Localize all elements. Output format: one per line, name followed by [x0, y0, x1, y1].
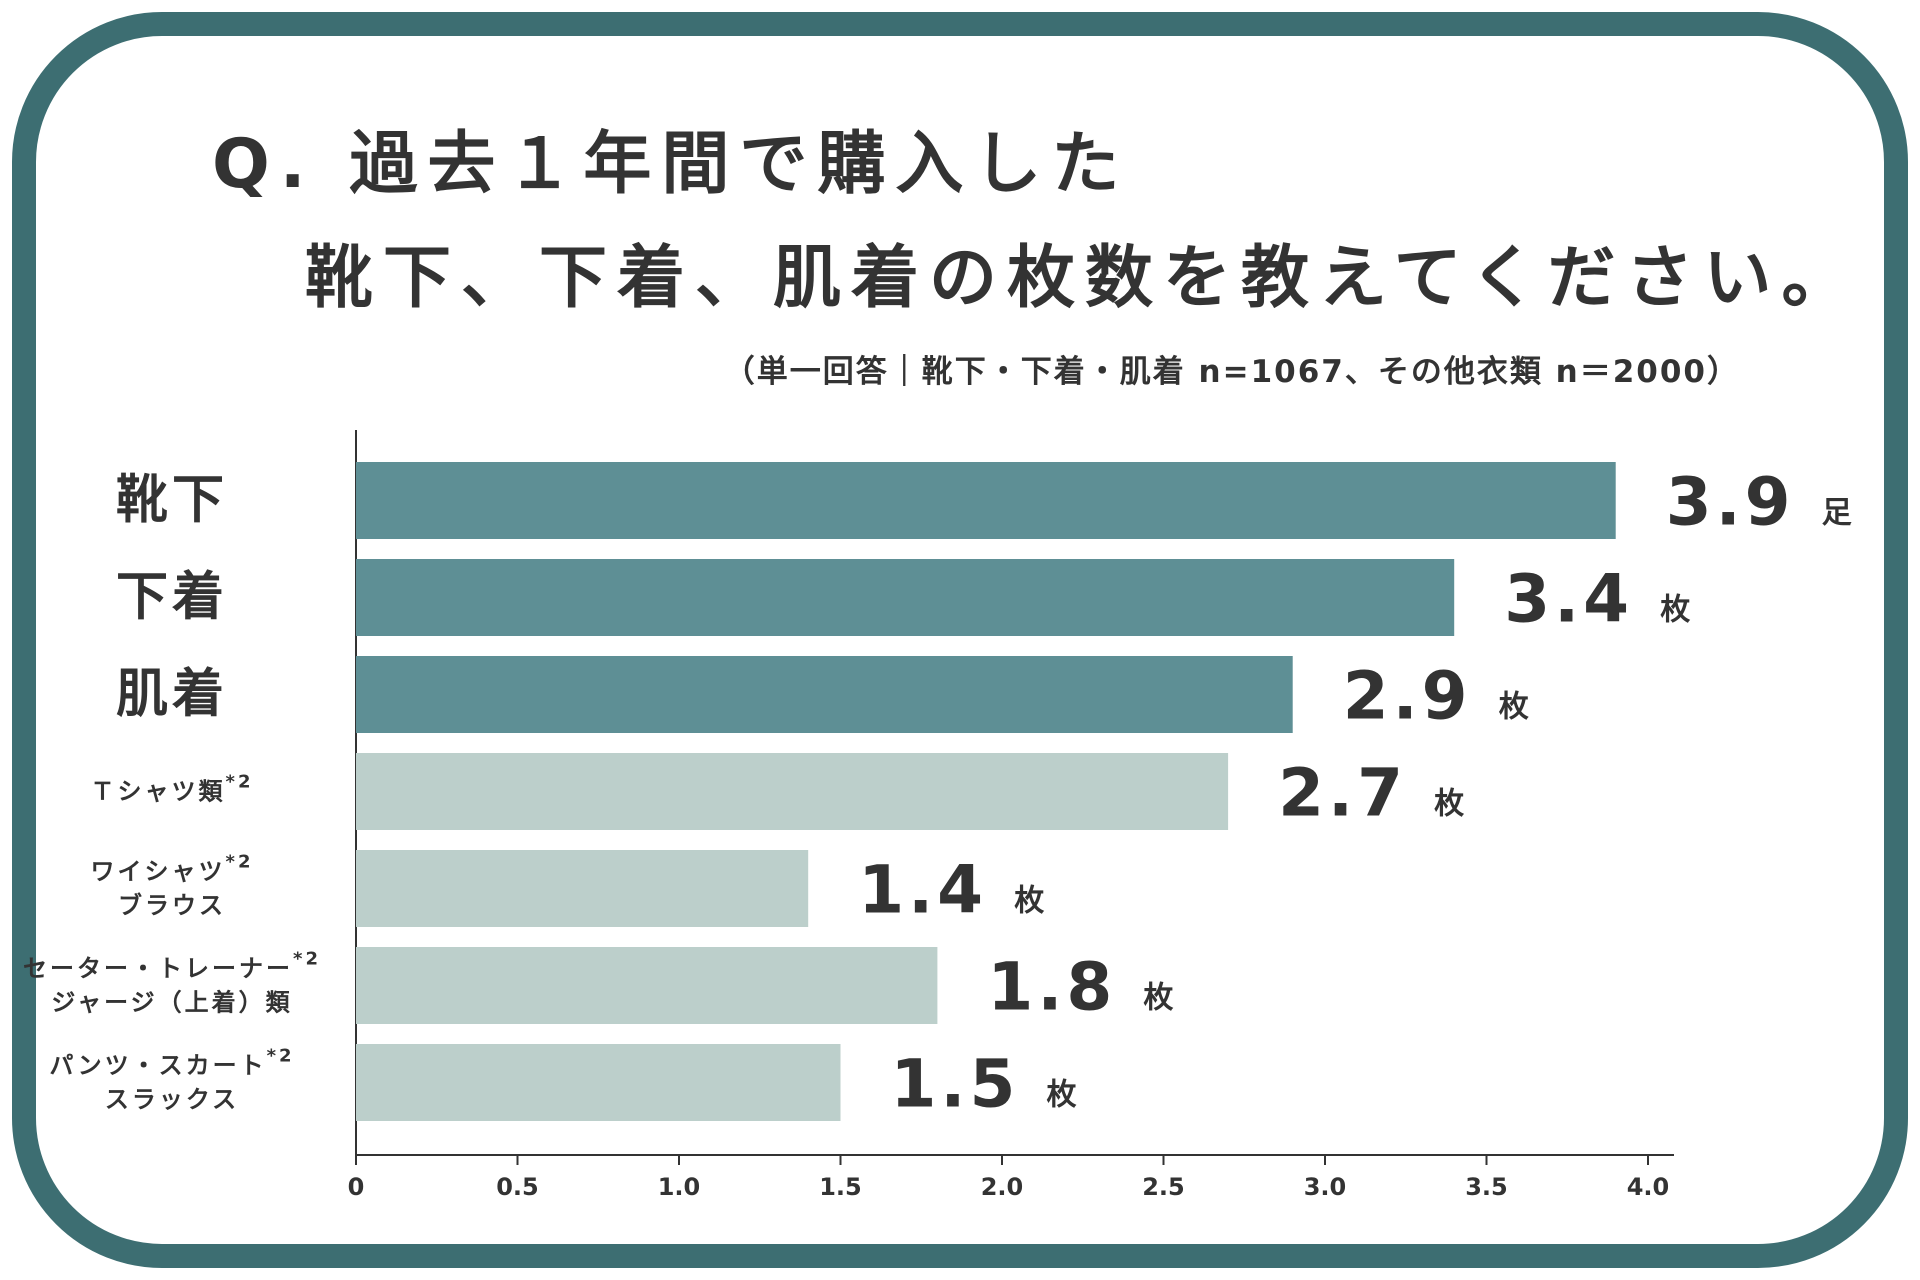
value-label: 2.7 — [1278, 755, 1407, 832]
bar — [356, 947, 938, 1024]
value-label: 2.9 — [1343, 658, 1472, 735]
question-title-line-1: Q. 過去１年間で購入した — [212, 125, 1130, 204]
sample-note: （単一回答｜靴下・下着・肌着 n=1067、その他衣類 n＝2000） — [723, 354, 1740, 390]
x-tick-label: 3.0 — [1304, 1173, 1347, 1201]
category-label: ジャージ（上着）類 — [51, 989, 292, 1017]
category-note: *2 — [267, 1045, 295, 1066]
category-label: ワイシャツ*2 — [91, 851, 254, 886]
value-label: 1.5 — [891, 1046, 1020, 1123]
category-label: 下着 — [116, 568, 228, 628]
category-note: *2 — [293, 948, 321, 969]
value-unit: 枚 — [1047, 1078, 1077, 1113]
bar — [356, 462, 1616, 539]
x-tick-label: 2.0 — [981, 1173, 1024, 1201]
value-label: 1.8 — [987, 949, 1116, 1026]
x-tick-label: 4.0 — [1627, 1173, 1670, 1201]
x-tick-label: 1.5 — [819, 1173, 862, 1201]
category-note: *2 — [226, 851, 254, 872]
bar — [356, 753, 1229, 830]
bar — [356, 850, 809, 927]
card-frame — [12, 12, 1908, 1268]
bar — [356, 656, 1293, 733]
value-unit: 足 — [1822, 496, 1852, 531]
category-note: *2 — [226, 771, 254, 792]
category-label: ブラウス — [118, 892, 226, 920]
x-tick-label: 0.5 — [496, 1173, 539, 1201]
x-tick-label: 1.0 — [658, 1173, 701, 1201]
category-label: Ｔシャツ類*2 — [91, 771, 254, 806]
value-unit: 枚 — [1143, 981, 1173, 1016]
category-label: セーター・トレーナー*2 — [23, 948, 321, 983]
value-unit: 枚 — [1434, 787, 1464, 822]
value-unit: 枚 — [1660, 593, 1690, 628]
x-tick-label: 0 — [348, 1173, 365, 1201]
category-label: 肌着 — [116, 665, 228, 725]
category-label: 靴下 — [116, 471, 228, 531]
value-label: 3.4 — [1504, 561, 1633, 638]
value-label: 3.9 — [1666, 464, 1795, 541]
bar — [356, 559, 1455, 636]
value-label: 1.4 — [858, 852, 987, 929]
x-tick-label: 2.5 — [1142, 1173, 1185, 1201]
x-tick-label: 3.5 — [1465, 1173, 1508, 1201]
category-label: スラックス — [105, 1086, 239, 1114]
category-label: パンツ・スカート*2 — [49, 1045, 294, 1080]
question-title-line-2: 靴下、下着、肌着の枚数を教えてください。 — [305, 239, 1860, 318]
value-unit: 枚 — [1014, 884, 1044, 919]
bar — [356, 1044, 841, 1121]
value-unit: 枚 — [1499, 690, 1529, 725]
